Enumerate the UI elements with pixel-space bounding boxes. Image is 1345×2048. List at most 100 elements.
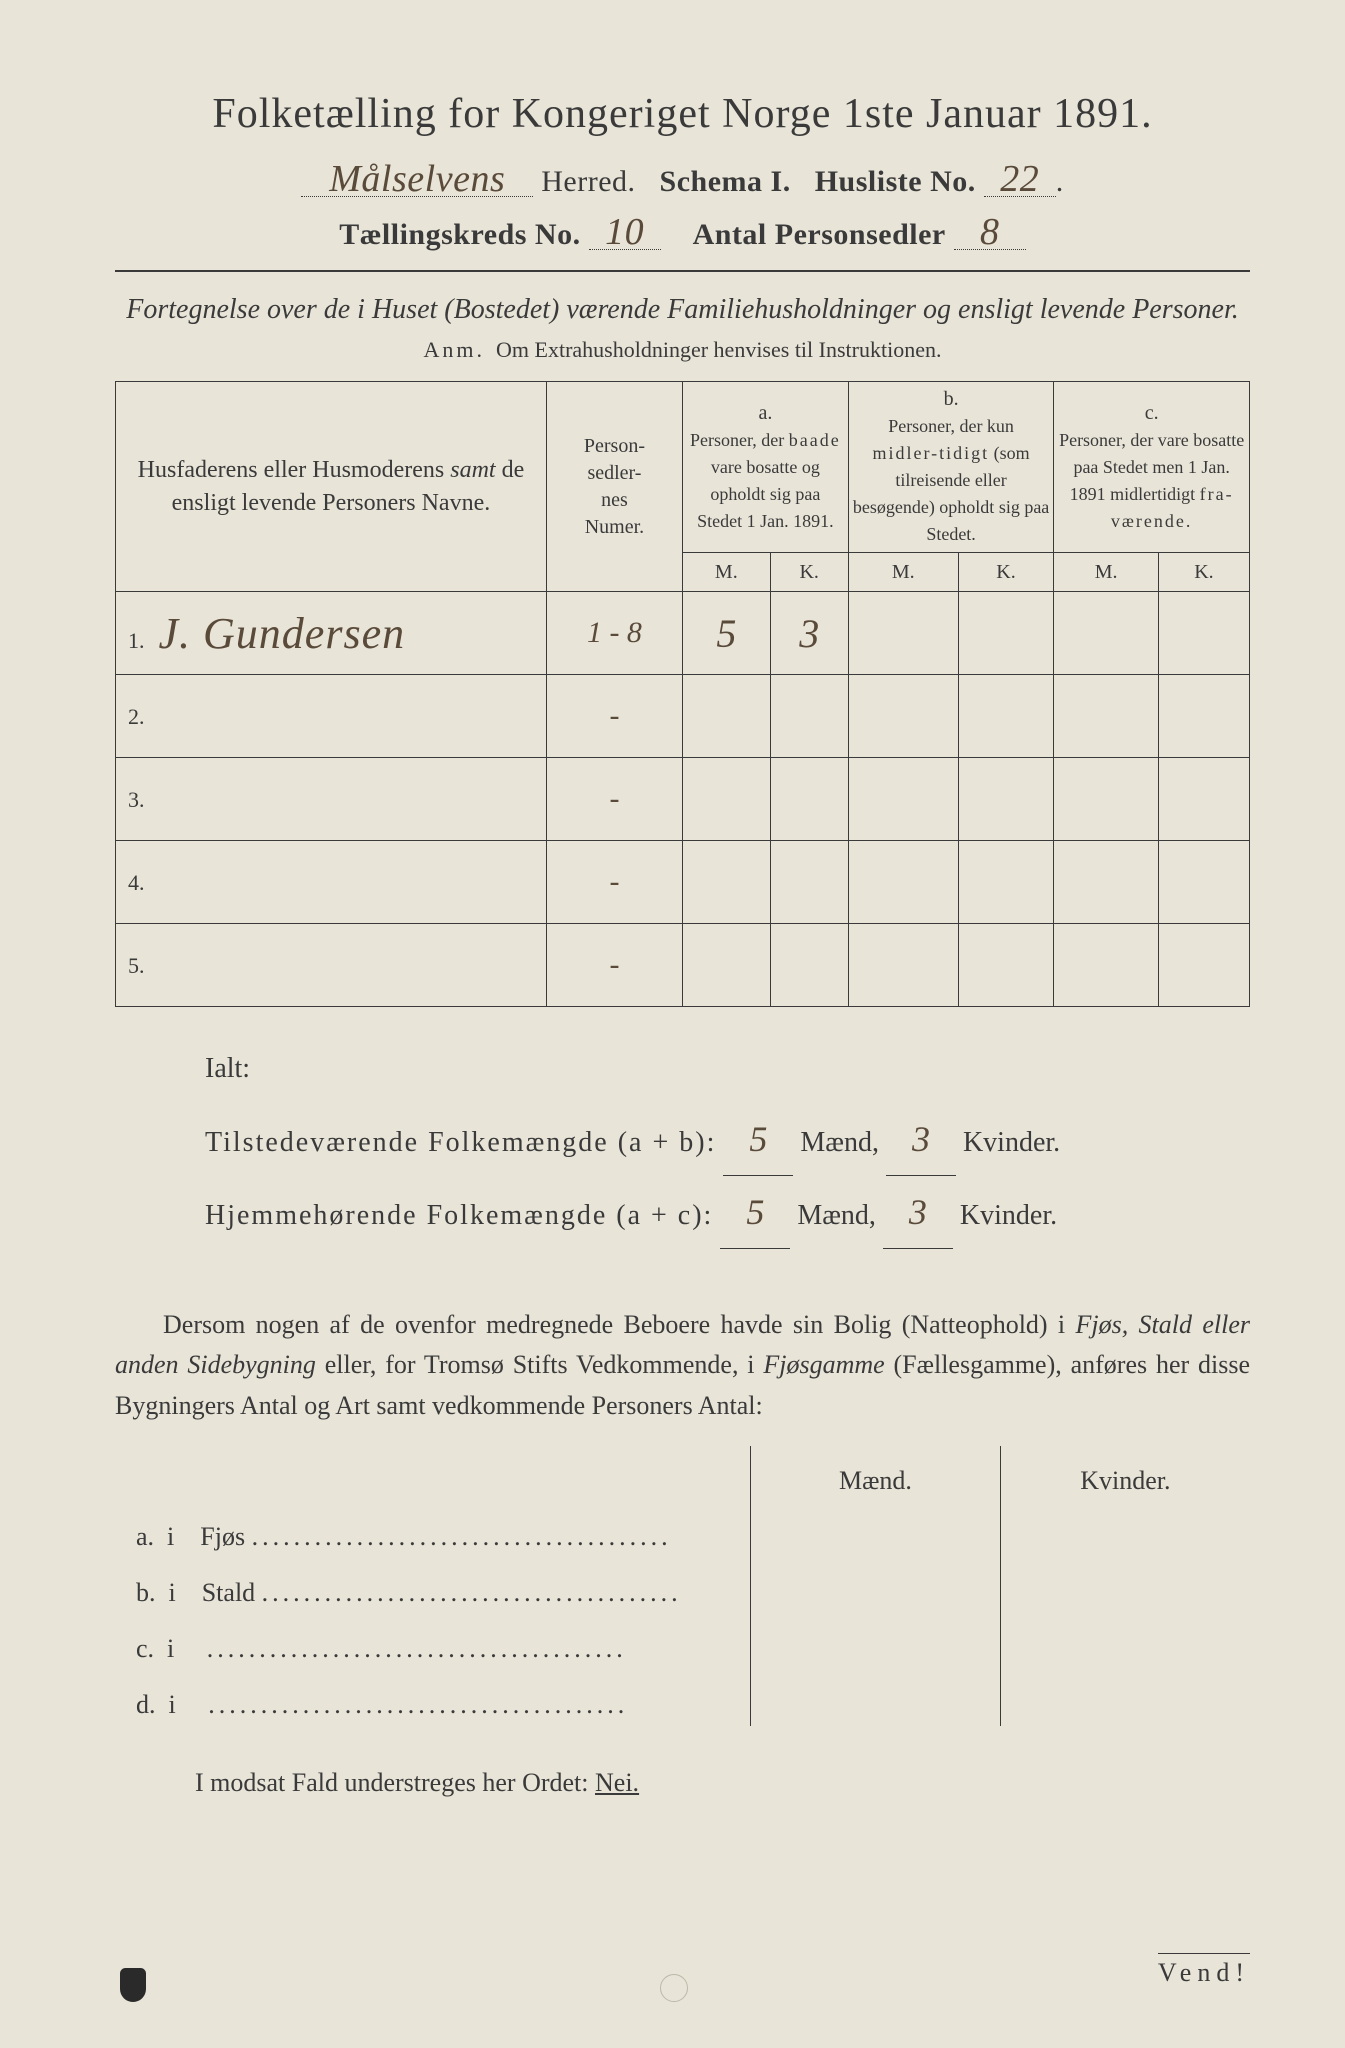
- row-c-m: [1054, 841, 1159, 924]
- row-c-k: [1158, 675, 1249, 758]
- census-form-page: Folketælling for Kongeriget Norge 1ste J…: [0, 0, 1345, 2048]
- col-a-m: M.: [682, 553, 770, 592]
- row-name: 1. J. Gundersen: [116, 592, 547, 675]
- col-c-m: M.: [1054, 553, 1159, 592]
- row-c-k: [1158, 758, 1249, 841]
- nei-line: I modsat Fald understreges her Ordet: Ne…: [115, 1768, 1250, 1798]
- col-c-label: c.: [1145, 402, 1159, 424]
- nei-word: Nei.: [595, 1768, 639, 1797]
- col-name-head: Husfaderens eller Husmoderens samt de en…: [116, 382, 547, 592]
- col-b: b. Personer, der kun midler-tidigt (som …: [848, 382, 1054, 553]
- row-name: 2.: [116, 675, 547, 758]
- divider: [115, 270, 1250, 272]
- row-num-range: -: [546, 675, 682, 758]
- dwell-m: [751, 1614, 1001, 1670]
- maend-2: Mænd,: [797, 1200, 876, 1231]
- dwell-k: [1000, 1502, 1250, 1558]
- row-a-k: [770, 841, 848, 924]
- row-c-m: [1054, 592, 1159, 675]
- binding-hole-icon: [660, 1974, 688, 2002]
- anm-text: Om Extrahusholdninger henvises til Instr…: [496, 337, 941, 362]
- maend-1: Mænd,: [800, 1127, 879, 1158]
- row-b-m: [848, 924, 958, 1007]
- col-c: c. Personer, der vare bosatte paa Stedet…: [1054, 382, 1250, 553]
- col-b-m: M.: [848, 553, 958, 592]
- line1-label: Tilstedeværende Folkemængde (a + b):: [205, 1127, 716, 1158]
- row-num-range: 1 - 8: [546, 592, 682, 675]
- row-a-m: [682, 924, 770, 1007]
- row-c-m: [1054, 675, 1159, 758]
- col-num-head: Person-sedler-nesNumer.: [546, 382, 682, 592]
- dwell-m: [751, 1558, 1001, 1614]
- dwell-k: [1000, 1614, 1250, 1670]
- line2-label: Hjemmehørende Folkemængde (a + c):: [205, 1200, 713, 1231]
- row-a-m: [682, 841, 770, 924]
- row-a-k: [770, 675, 848, 758]
- row-num-range: -: [546, 758, 682, 841]
- col-a-text: Personer, der baade vare bosatte og opho…: [690, 430, 841, 531]
- col-b-label: b.: [944, 388, 959, 410]
- herred-label: Herred.: [541, 165, 635, 198]
- dwell-label: b. i Stald .............................…: [115, 1558, 751, 1614]
- row-b-m: [848, 758, 958, 841]
- row-a-k: [770, 924, 848, 1007]
- table-row: 5. -: [116, 924, 1250, 1007]
- row-b-k: [958, 675, 1054, 758]
- dwell-k: [1000, 1558, 1250, 1614]
- kvinder-2: Kvinder.: [960, 1200, 1057, 1231]
- row-b-k: [958, 924, 1054, 1007]
- header-line-2: Tællingskreds No. 10 Antal Personsedler …: [115, 215, 1250, 252]
- dwell-k: [1000, 1670, 1250, 1726]
- row-num-range: -: [546, 841, 682, 924]
- dwell-row: b. i Stald .............................…: [115, 1558, 1250, 1614]
- dwelling-table: Mænd. Kvinder. a. i Fjøs ...............…: [115, 1446, 1250, 1726]
- dwell-row: c. i ...................................…: [115, 1614, 1250, 1670]
- col-a: a. Personer, der baade vare bosatte og o…: [682, 382, 848, 553]
- row-c-k: [1158, 592, 1249, 675]
- row-b-m: [848, 592, 958, 675]
- dwelling-paragraph: Dersom nogen af de ovenfor medregnede Be…: [115, 1305, 1250, 1426]
- table-row: 1. J. Gundersen1 - 853: [116, 592, 1250, 675]
- subtitle: Fortegnelse over de i Huset (Bostedet) v…: [115, 290, 1250, 329]
- col-a-label: a.: [758, 402, 772, 424]
- vend-label: Vend!: [1158, 1953, 1250, 1988]
- row-name: 4.: [116, 841, 547, 924]
- dwell-label: a. i Fjøs ..............................…: [115, 1502, 751, 1558]
- household-table: Husfaderens eller Husmoderens samt de en…: [115, 381, 1250, 1007]
- row-name: 5.: [116, 924, 547, 1007]
- row-c-m: [1054, 924, 1159, 1007]
- table-row: 2. -: [116, 675, 1250, 758]
- anm-line: Anm. Om Extrahusholdninger henvises til …: [115, 337, 1250, 363]
- dwell-m: [751, 1502, 1001, 1558]
- row-num-range: -: [546, 924, 682, 1007]
- table-row: 4. -: [116, 841, 1250, 924]
- kvinder-1: Kvinder.: [963, 1127, 1060, 1158]
- table-row: 3. -: [116, 758, 1250, 841]
- totals-line-1: Tilstedeværende Folkemængde (a + b): 5 M…: [205, 1103, 1250, 1176]
- schema-label: Schema I.: [660, 165, 791, 198]
- anm-prefix: Anm.: [424, 337, 486, 362]
- row-b-k: [958, 592, 1054, 675]
- herred-value: Målselvens: [301, 162, 533, 197]
- row-b-k: [958, 841, 1054, 924]
- header-line-1: Målselvens Herred. Schema I. Husliste No…: [115, 162, 1250, 199]
- row-a-k: 3: [770, 592, 848, 675]
- ialt-label: Ialt:: [205, 1041, 1250, 1097]
- row-c-k: [1158, 841, 1249, 924]
- husliste-value: 22: [984, 162, 1056, 197]
- row-c-m: [1054, 758, 1159, 841]
- row-name: 3.: [116, 758, 547, 841]
- main-title: Folketælling for Kongeriget Norge 1ste J…: [115, 90, 1250, 138]
- col-b-text: Personer, der kun midler-tidigt (som til…: [853, 416, 1049, 544]
- kreds-value: 10: [589, 215, 661, 250]
- line1-k: 3: [912, 1119, 930, 1159]
- row-b-k: [958, 758, 1054, 841]
- dwell-label: c. i ...................................…: [115, 1614, 751, 1670]
- row-a-m: [682, 675, 770, 758]
- nei-pre: I modsat Fald understreges her Ordet:: [195, 1768, 589, 1797]
- line2-k: 3: [909, 1192, 927, 1232]
- col-b-k: K.: [958, 553, 1054, 592]
- totals-line-2: Hjemmehørende Folkemængde (a + c): 5 Mæn…: [205, 1176, 1250, 1249]
- husliste-label: Husliste No.: [815, 165, 976, 198]
- dwell-m: [751, 1670, 1001, 1726]
